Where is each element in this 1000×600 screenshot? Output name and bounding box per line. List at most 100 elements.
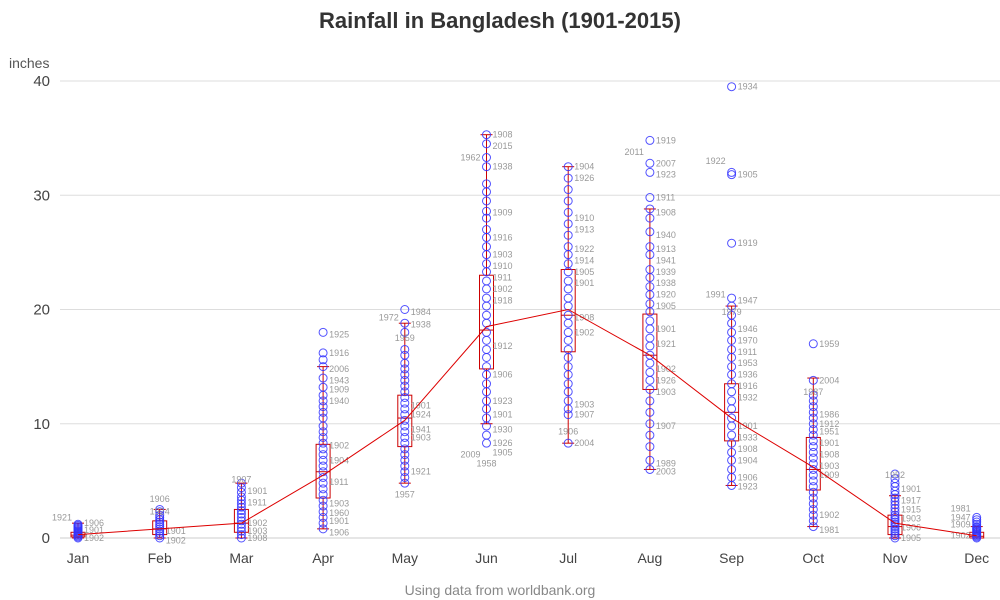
year-label: 1926 bbox=[656, 375, 676, 385]
data-point bbox=[808, 487, 818, 497]
data-point bbox=[727, 447, 737, 457]
year-label: 1933 bbox=[738, 432, 758, 442]
year-label: 1910 bbox=[493, 261, 513, 271]
data-point bbox=[563, 335, 573, 345]
year-label: 1909 bbox=[329, 384, 349, 394]
data-point bbox=[400, 387, 410, 397]
data-point bbox=[645, 367, 655, 377]
year-label: 1919 bbox=[656, 135, 676, 145]
data-point bbox=[645, 299, 655, 309]
data-point bbox=[563, 284, 573, 294]
year-label: 2006 bbox=[329, 364, 349, 374]
year-label: 1981 bbox=[951, 503, 971, 513]
data-point bbox=[318, 413, 328, 423]
year-label: 1912 bbox=[819, 419, 839, 429]
data-point bbox=[645, 316, 655, 326]
year-label: 1905 bbox=[656, 301, 676, 311]
data-point bbox=[727, 413, 737, 423]
data-point bbox=[482, 206, 491, 216]
year-label: 1902 bbox=[656, 364, 676, 374]
year-label: 1926 bbox=[574, 173, 594, 183]
year-label: 1906 bbox=[329, 527, 349, 537]
year-label: 1913 bbox=[574, 225, 594, 235]
year-label: 1909 bbox=[951, 519, 971, 529]
data-point bbox=[318, 327, 328, 337]
data-point bbox=[808, 510, 818, 520]
data-point bbox=[645, 384, 655, 394]
data-point bbox=[645, 265, 655, 275]
data-point bbox=[808, 375, 818, 385]
data-point bbox=[645, 167, 655, 177]
data-point bbox=[400, 410, 410, 420]
year-label: 1901 bbox=[166, 526, 186, 536]
box bbox=[887, 514, 903, 536]
data-point bbox=[890, 531, 900, 541]
year-label: 1923 bbox=[493, 396, 513, 406]
data-point bbox=[318, 501, 328, 511]
year-label: 1917 bbox=[901, 495, 921, 505]
year-label: 1906 bbox=[738, 472, 758, 482]
data-point bbox=[645, 204, 655, 214]
data-point bbox=[645, 193, 655, 203]
data-point bbox=[808, 522, 818, 532]
year-label: 1911 bbox=[247, 498, 266, 508]
year-label: 1957 bbox=[395, 490, 415, 500]
data-point bbox=[318, 382, 328, 392]
year-label: 1908 bbox=[574, 312, 594, 322]
data-point bbox=[563, 410, 573, 420]
data-point bbox=[563, 242, 573, 252]
data-point bbox=[890, 526, 900, 536]
year-label: 1901 bbox=[901, 484, 921, 494]
year-label: 1924 bbox=[150, 507, 170, 517]
data-point bbox=[563, 318, 573, 328]
year-label: 1902 bbox=[329, 440, 349, 450]
year-label: 1901 bbox=[411, 400, 431, 410]
data-point bbox=[645, 407, 655, 417]
year-label: 2004 bbox=[819, 375, 839, 385]
data-point bbox=[563, 259, 573, 269]
data-point bbox=[972, 517, 982, 527]
data-point bbox=[318, 438, 328, 448]
year-label: 1914 bbox=[574, 255, 594, 265]
x-tick-label: Dec bbox=[964, 550, 989, 566]
data-point bbox=[318, 512, 328, 522]
y-tick-label: 20 bbox=[33, 302, 50, 319]
x-tick-label: Mar bbox=[229, 550, 253, 566]
year-label: 1901 bbox=[819, 438, 839, 448]
y-tick-label: 40 bbox=[33, 73, 50, 90]
data-point bbox=[318, 348, 328, 358]
data-point bbox=[563, 173, 573, 183]
data-point bbox=[236, 506, 246, 516]
year-label: 1952 bbox=[885, 470, 905, 480]
data-point bbox=[645, 455, 655, 465]
year-label: 1922 bbox=[574, 244, 594, 254]
year-label: 1939 bbox=[656, 267, 676, 277]
year-label: 1918 bbox=[493, 295, 513, 305]
data-point bbox=[236, 499, 246, 509]
data-point bbox=[155, 510, 165, 520]
year-label: 1901 bbox=[656, 324, 676, 334]
year-label: 1903 bbox=[819, 461, 839, 471]
data-point bbox=[482, 153, 491, 163]
data-point bbox=[318, 524, 328, 534]
box bbox=[805, 436, 821, 491]
year-label: 1958 bbox=[476, 459, 496, 469]
year-label: 1930 bbox=[493, 424, 513, 434]
data-point bbox=[645, 333, 655, 343]
year-label: 1972 bbox=[379, 312, 399, 322]
year-label: 1902 bbox=[166, 535, 186, 545]
data-point bbox=[645, 442, 655, 452]
x-tick-label: Aug bbox=[637, 550, 662, 566]
year-label: 1908 bbox=[738, 444, 758, 454]
year-label: 1903 bbox=[656, 387, 676, 397]
year-label: 1959 bbox=[395, 333, 415, 343]
data-point bbox=[890, 528, 900, 538]
data-point bbox=[890, 533, 900, 543]
data-point bbox=[318, 407, 328, 417]
year-label: 1940 bbox=[656, 230, 676, 240]
year-label: 1936 bbox=[738, 370, 758, 380]
data-point bbox=[400, 478, 410, 488]
data-point bbox=[318, 461, 328, 471]
year-label: 1911 bbox=[329, 477, 348, 487]
data-point bbox=[400, 327, 410, 337]
